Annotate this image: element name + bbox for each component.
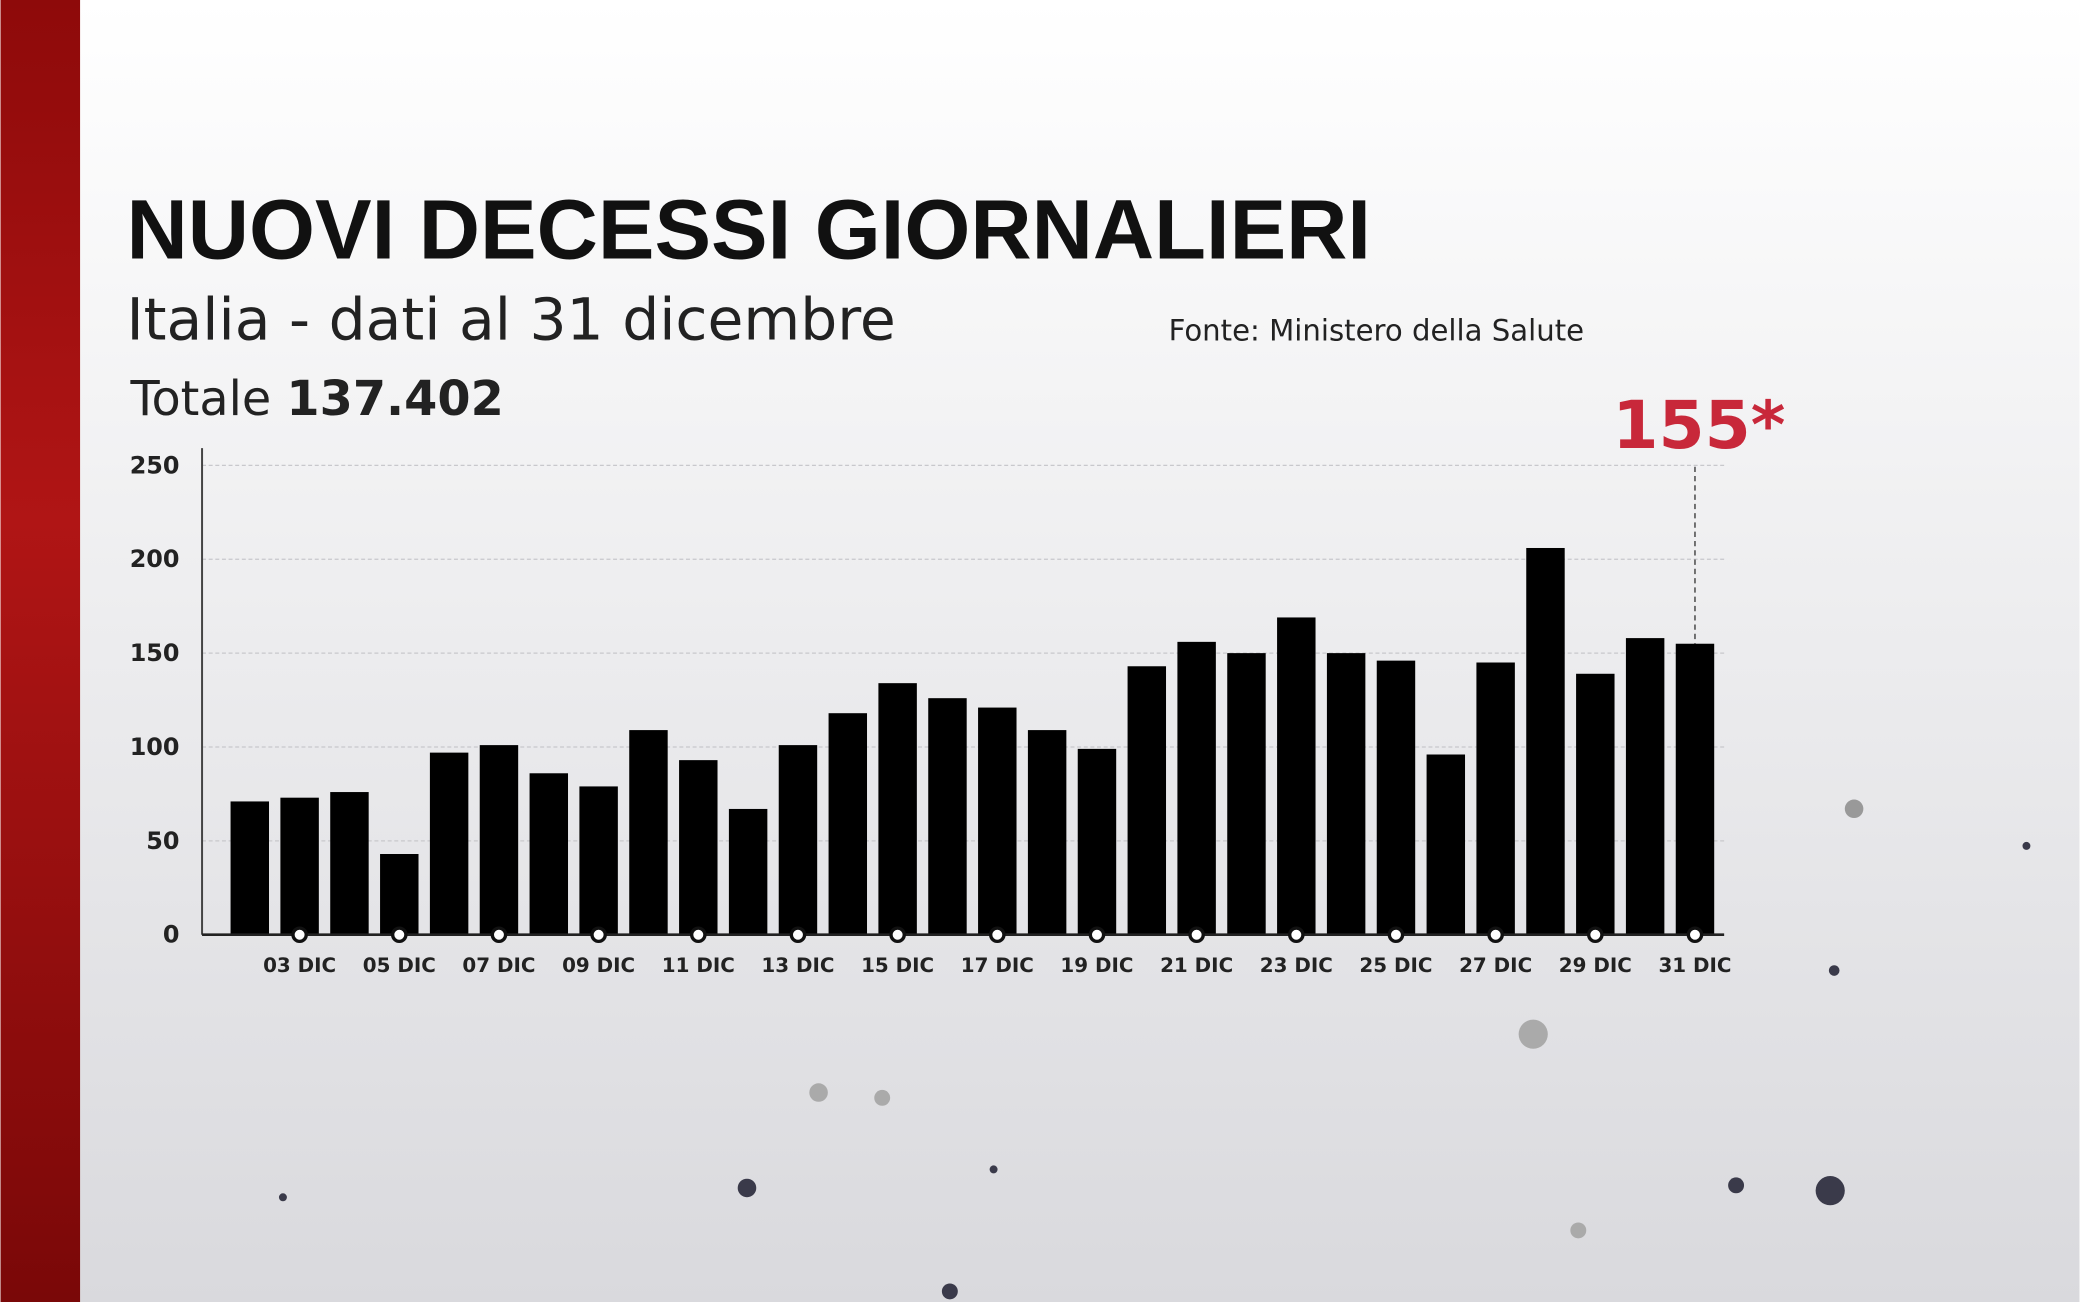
x-tick-dot — [1487, 926, 1504, 944]
bar — [928, 698, 967, 935]
bar — [1177, 641, 1216, 935]
x-tick-dot — [989, 926, 1006, 944]
x-tick-dot — [1686, 926, 1704, 944]
x-tick-label: 31 DIC — [1658, 954, 1731, 977]
bar — [1326, 653, 1366, 935]
x-tick-label: 13 DIC — [761, 954, 834, 977]
total-label: Totale — [129, 372, 271, 427]
x-tick-dot — [291, 926, 308, 944]
bar — [728, 808, 768, 935]
x-tick-label: 11 DIC — [662, 954, 735, 977]
y-tick-label: 200 — [130, 545, 180, 573]
bar — [679, 760, 718, 935]
y-tick-label: 150 — [130, 639, 180, 667]
source: Fonte: Ministero della Salute — [1169, 314, 1584, 348]
x-tick-label: 05 DIC — [363, 954, 436, 977]
bar — [479, 745, 519, 935]
bar — [1675, 643, 1715, 935]
y-tick-label: 0 — [163, 921, 180, 949]
x-tick-label: 21 DIC — [1160, 954, 1233, 977]
bar — [429, 752, 469, 935]
bar — [330, 792, 369, 935]
bar — [230, 801, 270, 935]
bar — [828, 713, 868, 935]
bar — [1376, 660, 1416, 935]
x-tick-label: 15 DIC — [861, 954, 934, 977]
x-tick-dot — [1587, 926, 1604, 944]
bar — [778, 745, 818, 935]
bar — [1526, 547, 1565, 935]
bar — [978, 707, 1017, 935]
x-tick-dot — [490, 926, 508, 944]
total-value: 137.402 — [286, 372, 503, 427]
x-tick-label: 29 DIC — [1559, 954, 1632, 977]
x-tick-label: 25 DIC — [1359, 954, 1432, 977]
x-tick-dot — [690, 926, 707, 944]
bar — [629, 730, 668, 935]
x-tick-label: 17 DIC — [961, 954, 1034, 977]
total: Totale 137.402 — [129, 372, 503, 427]
y-tick-label: 50 — [146, 827, 179, 855]
bar — [1127, 666, 1167, 935]
bar — [1277, 617, 1316, 935]
x-tick-label: 07 DIC — [462, 954, 535, 977]
x-tick-label: 09 DIC — [562, 954, 635, 977]
decor-dots — [278, 799, 2031, 1300]
x-tick-dot — [1387, 926, 1405, 944]
x-tick-dot — [590, 926, 607, 944]
x-tick-dot — [1088, 926, 1106, 944]
bar — [1625, 638, 1665, 935]
bar — [1476, 662, 1515, 935]
x-tick-dot — [391, 926, 408, 944]
y-tick-label: 100 — [130, 733, 180, 761]
x-tick-label: 19 DIC — [1060, 954, 1133, 977]
bar — [1576, 673, 1615, 935]
x-tick-dot — [789, 926, 807, 944]
bar — [1027, 730, 1067, 935]
bar — [380, 854, 419, 935]
bar — [280, 797, 319, 935]
x-tick-label: 27 DIC — [1459, 954, 1532, 977]
x-tick-dot — [889, 926, 906, 944]
x-tick-dot — [1188, 926, 1205, 944]
x-tick-dot — [1288, 926, 1305, 944]
bar — [579, 786, 618, 935]
x-tick-label: 03 DIC — [263, 954, 336, 977]
bar — [1227, 653, 1266, 935]
side-stripe — [0, 0, 81, 1302]
bar — [529, 773, 569, 935]
bar — [1426, 754, 1466, 935]
value-label: 155* — [1612, 386, 1785, 464]
chart-subtitle: Italia - dati al 31 dicembre — [126, 285, 895, 353]
chart-title: NUOVI DECESSI GIORNALIERI — [126, 182, 1371, 277]
bar — [878, 683, 917, 935]
bar — [1077, 748, 1117, 935]
x-tick-label: 23 DIC — [1260, 954, 1333, 977]
y-tick-label: 250 — [130, 451, 180, 479]
